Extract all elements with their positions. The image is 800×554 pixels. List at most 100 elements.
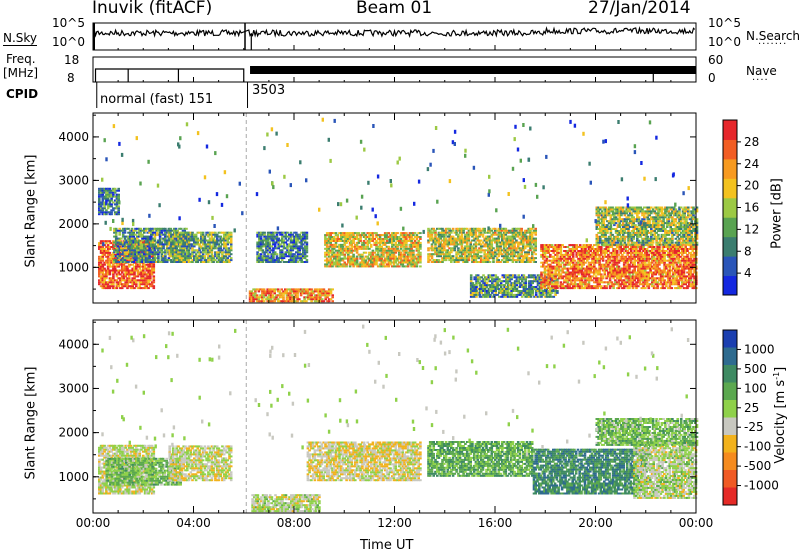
range-gate-cell [490, 243, 494, 246]
range-gate-cell [534, 237, 537, 240]
range-gate-cell [99, 187, 103, 190]
range-gate-cell [427, 227, 430, 230]
range-gate-cell [347, 257, 350, 260]
range-gate-cell [406, 240, 410, 242]
range-gate-cell [497, 237, 501, 240]
range-gate-cell [278, 290, 282, 293]
range-gate-cell [224, 255, 228, 258]
range-gate-cell [261, 298, 264, 301]
range-gate-cell [272, 255, 275, 258]
range-gate-cell [338, 232, 341, 235]
range-gate-cell [179, 231, 183, 234]
range-gate-cell [140, 281, 143, 284]
range-gate-cell [194, 243, 198, 246]
range-gate-cell [112, 201, 115, 204]
range-gate-cell [327, 294, 331, 297]
range-gate-cell [137, 243, 141, 246]
range-gate-cell [224, 239, 228, 242]
range-gate-cell [496, 293, 499, 296]
range-gate-cell [258, 237, 261, 240]
range-gate-cell [266, 298, 269, 301]
range-gate-cell [490, 235, 494, 238]
range-gate-cell [329, 288, 333, 291]
range-gate-cell [412, 251, 415, 254]
range-gate-cell [182, 231, 185, 234]
range-gate-cell [158, 249, 162, 252]
range-gate-cell [291, 296, 294, 299]
range-gate-cell [444, 249, 448, 252]
range-gate-cell [559, 250, 563, 252]
range-gate-cell [149, 269, 152, 272]
range-gate-cell [450, 257, 453, 260]
range-gate-cell [478, 282, 482, 285]
range-gate-cell [291, 239, 295, 242]
range-gate-cell [268, 237, 272, 240]
range-gate-cell [113, 203, 117, 206]
range-gate-cell [457, 233, 460, 236]
range-gate-cell [293, 253, 296, 256]
range-gate-cell [506, 261, 509, 263]
range-gate-cell [383, 261, 387, 264]
range-gate-cell [273, 241, 277, 244]
range-gate-cell [268, 290, 271, 293]
range-gate-cell [103, 263, 106, 266]
range-gate-cell [331, 265, 334, 268]
range-gate-cell [263, 237, 266, 240]
range-gate-cell [282, 257, 286, 260]
range-gate-cell [408, 251, 412, 254]
range-gate-cell [490, 249, 494, 252]
range-gate-cell [327, 253, 331, 256]
range-gate-cell [115, 213, 119, 216]
range-gate-cell [329, 292, 333, 295]
range-gate-cell [408, 253, 412, 256]
range-gate-cell [301, 290, 305, 293]
range-gate-cell [135, 281, 138, 284]
range-gate-cell [378, 245, 382, 248]
range-gate-cell [266, 255, 270, 258]
range-gate-cell [465, 237, 469, 240]
range-gate-cell [122, 285, 126, 288]
range-gate-cell [419, 236, 422, 238]
range-gate-cell [276, 294, 280, 297]
range-gate-cell [123, 249, 127, 252]
range-gate-cell [112, 240, 115, 243]
range-gate-cell [106, 193, 110, 196]
range-gate-cell [114, 249, 118, 252]
range-gate-cell [108, 265, 112, 268]
range-gate-cell [127, 269, 131, 272]
range-gate-cell [488, 261, 492, 263]
range-gate-cell [137, 229, 141, 232]
range-gate-cell [340, 265, 343, 268]
range-gate-cell [387, 255, 391, 258]
range-gate-cell [331, 261, 334, 264]
range-gate-cell [136, 261, 139, 263]
range-gate-cell [189, 235, 193, 238]
range-gate-cell [371, 232, 375, 235]
range-gate-cell [222, 255, 226, 258]
range-gate-cell [256, 259, 259, 262]
nsearch-label: N.Search [746, 29, 800, 43]
range-gate-cell [164, 235, 167, 238]
range-gate-cell [224, 251, 228, 254]
range-gate-cell [412, 232, 415, 235]
range-gate-cell [221, 251, 224, 254]
range-gate-cell [136, 247, 139, 250]
range-gate-cell [298, 237, 302, 240]
range-gate-cell [289, 298, 292, 301]
range-gate-cell [184, 255, 187, 258]
range-gate-cell [207, 247, 210, 250]
range-gate-cell [448, 239, 451, 242]
range-gate-cell [436, 249, 439, 252]
range-gate-cell [208, 233, 212, 236]
range-gate-cell [471, 282, 475, 285]
range-gate-cell [443, 245, 446, 248]
range-gate-cell [299, 292, 303, 295]
range-gate-cell [441, 259, 444, 262]
range-gate-cell [113, 257, 117, 260]
range-gate-cell [133, 271, 136, 274]
range-gate-cell [148, 251, 151, 254]
range-gate-cell [178, 257, 182, 260]
range-gate-cell [127, 245, 130, 248]
range-gate-cell [265, 255, 268, 258]
range-gate-cell [275, 255, 279, 258]
